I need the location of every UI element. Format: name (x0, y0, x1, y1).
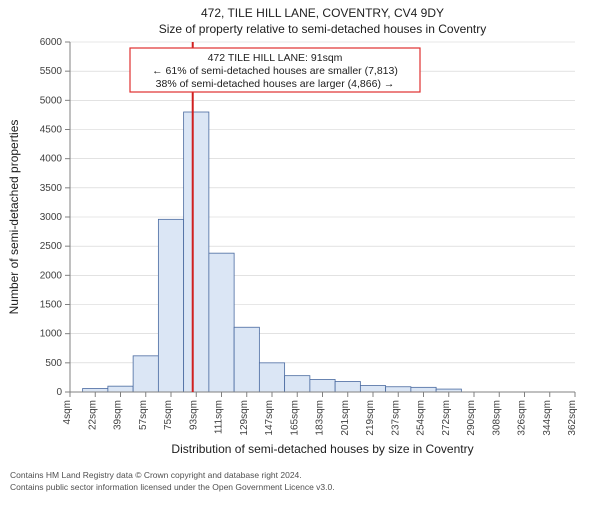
y-tick-label: 1000 (40, 329, 63, 340)
footer-line2: Contains public sector information licen… (10, 482, 335, 492)
x-tick-label: 272sqm (441, 400, 452, 436)
chart-title-line1: 472, TILE HILL LANE, COVENTRY, CV4 9DY (201, 6, 444, 20)
x-tick-label: 326sqm (517, 400, 528, 436)
histogram-bar (335, 382, 360, 393)
histogram-bar (259, 363, 284, 392)
y-tick-label: 0 (56, 387, 62, 398)
annotation-line3: 38% of semi-detached houses are larger (… (156, 78, 395, 90)
x-tick-label: 39sqm (113, 400, 124, 430)
y-tick-label: 3500 (40, 183, 63, 194)
histogram-bar (83, 389, 108, 393)
y-axis-label: Number of semi-detached properties (7, 120, 21, 315)
x-tick-label: 75sqm (163, 400, 174, 430)
x-tick-label: 147sqm (264, 400, 275, 436)
histogram-bar (360, 386, 385, 392)
annotation-line2: ← 61% of semi-detached houses are smalle… (152, 65, 398, 77)
chart-title-line2: Size of property relative to semi-detach… (159, 22, 487, 36)
x-tick-label: 111sqm (214, 400, 225, 434)
histogram-bar (411, 387, 436, 392)
x-tick-label: 290sqm (466, 400, 477, 436)
x-tick-label: 237sqm (390, 400, 401, 436)
y-tick-label: 6000 (40, 37, 63, 48)
annotation-line1: 472 TILE HILL LANE: 91sqm (208, 52, 343, 64)
histogram-bar (209, 253, 234, 392)
x-tick-label: 22sqm (87, 400, 98, 430)
histogram-bar (310, 379, 335, 392)
x-tick-label: 201sqm (340, 400, 351, 436)
histogram-bar (285, 376, 310, 392)
x-tick-label: 219sqm (365, 400, 376, 436)
y-tick-label: 2000 (40, 270, 63, 281)
x-tick-label: 254sqm (416, 400, 427, 436)
y-tick-label: 4000 (40, 154, 63, 165)
histogram-bar (158, 219, 183, 392)
x-tick-label: 93sqm (188, 400, 199, 430)
histogram-bar (386, 387, 411, 392)
x-tick-label: 308sqm (491, 400, 502, 436)
y-tick-label: 5500 (40, 66, 63, 77)
y-tick-label: 1500 (40, 300, 63, 311)
x-tick-label: 362sqm (567, 400, 578, 436)
y-tick-label: 3000 (40, 212, 63, 223)
histogram-bar (133, 356, 158, 392)
y-tick-label: 4500 (40, 125, 63, 136)
histogram-bar (108, 386, 133, 392)
y-tick-label: 500 (45, 358, 62, 369)
footer-line1: Contains HM Land Registry data © Crown c… (10, 470, 302, 480)
x-tick-label: 165sqm (289, 400, 300, 436)
histogram-bar (234, 327, 259, 392)
x-tick-label: 4sqm (62, 400, 73, 424)
x-tick-label: 344sqm (542, 400, 553, 436)
y-tick-label: 2500 (40, 241, 63, 252)
x-tick-label: 183sqm (315, 400, 326, 436)
x-tick-label: 129sqm (239, 400, 250, 436)
histogram-bar (184, 112, 209, 392)
x-axis-label: Distribution of semi-detached houses by … (171, 442, 473, 456)
histogram-chart: 0 500 1000 1500 2000 2500 3000 3500 4000 4500 5000… (0, 0, 600, 500)
y-tick-label: 5000 (40, 95, 63, 106)
x-tick-label: 57sqm (138, 400, 149, 430)
